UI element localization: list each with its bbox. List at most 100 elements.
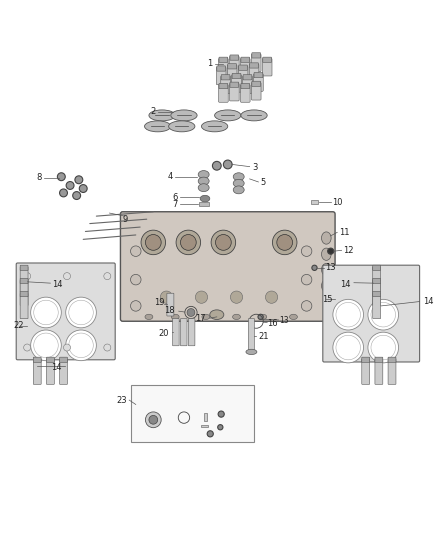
Circle shape bbox=[145, 235, 161, 251]
Circle shape bbox=[131, 301, 141, 311]
FancyBboxPatch shape bbox=[217, 66, 226, 71]
Circle shape bbox=[336, 302, 360, 327]
Circle shape bbox=[258, 314, 263, 319]
FancyBboxPatch shape bbox=[188, 319, 195, 346]
Ellipse shape bbox=[171, 314, 179, 319]
Text: 1: 1 bbox=[207, 59, 212, 68]
Circle shape bbox=[34, 300, 58, 325]
FancyBboxPatch shape bbox=[20, 278, 28, 284]
FancyBboxPatch shape bbox=[232, 74, 241, 78]
FancyBboxPatch shape bbox=[263, 57, 272, 62]
Circle shape bbox=[66, 297, 96, 328]
FancyBboxPatch shape bbox=[252, 81, 261, 86]
FancyBboxPatch shape bbox=[241, 84, 250, 88]
Circle shape bbox=[69, 333, 93, 358]
Circle shape bbox=[336, 335, 360, 360]
FancyBboxPatch shape bbox=[362, 359, 370, 384]
Circle shape bbox=[328, 248, 334, 254]
Circle shape bbox=[104, 344, 111, 351]
FancyBboxPatch shape bbox=[373, 292, 381, 297]
Circle shape bbox=[207, 431, 213, 437]
Ellipse shape bbox=[246, 349, 257, 354]
Ellipse shape bbox=[233, 314, 240, 319]
Ellipse shape bbox=[145, 121, 171, 132]
Ellipse shape bbox=[321, 280, 331, 292]
Ellipse shape bbox=[321, 263, 331, 276]
Circle shape bbox=[131, 274, 141, 285]
Circle shape bbox=[333, 300, 364, 330]
Circle shape bbox=[230, 291, 243, 303]
Text: 7: 7 bbox=[172, 200, 177, 209]
Circle shape bbox=[79, 184, 87, 192]
FancyBboxPatch shape bbox=[373, 265, 381, 270]
Ellipse shape bbox=[169, 121, 195, 132]
Circle shape bbox=[160, 291, 173, 303]
Circle shape bbox=[218, 411, 224, 417]
FancyBboxPatch shape bbox=[240, 85, 250, 102]
Circle shape bbox=[371, 302, 396, 327]
FancyBboxPatch shape bbox=[120, 212, 335, 321]
FancyBboxPatch shape bbox=[46, 359, 54, 384]
FancyBboxPatch shape bbox=[230, 84, 239, 101]
FancyBboxPatch shape bbox=[230, 56, 239, 74]
FancyBboxPatch shape bbox=[251, 83, 261, 100]
Text: 13: 13 bbox=[325, 263, 336, 272]
Bar bbox=[204, 413, 207, 421]
Bar bbox=[311, 200, 318, 204]
Text: 9: 9 bbox=[123, 215, 128, 224]
FancyBboxPatch shape bbox=[219, 57, 228, 62]
FancyBboxPatch shape bbox=[16, 263, 115, 360]
Bar bbox=[201, 425, 208, 427]
Ellipse shape bbox=[233, 173, 244, 181]
Circle shape bbox=[277, 235, 293, 251]
Text: 23: 23 bbox=[117, 395, 127, 405]
Ellipse shape bbox=[210, 310, 224, 319]
Circle shape bbox=[31, 330, 61, 361]
Circle shape bbox=[371, 335, 396, 360]
Text: 8: 8 bbox=[36, 173, 42, 182]
FancyBboxPatch shape bbox=[252, 53, 261, 58]
Ellipse shape bbox=[321, 248, 331, 260]
Circle shape bbox=[66, 182, 74, 189]
FancyBboxPatch shape bbox=[362, 357, 370, 362]
FancyBboxPatch shape bbox=[323, 265, 420, 362]
Text: 14: 14 bbox=[423, 297, 433, 306]
Circle shape bbox=[368, 332, 399, 363]
Ellipse shape bbox=[290, 314, 297, 319]
Text: 21: 21 bbox=[258, 332, 269, 341]
Circle shape bbox=[312, 265, 317, 270]
Circle shape bbox=[149, 415, 158, 424]
Circle shape bbox=[57, 173, 65, 181]
Bar bbox=[199, 202, 209, 206]
FancyBboxPatch shape bbox=[20, 265, 28, 270]
FancyBboxPatch shape bbox=[227, 65, 237, 83]
Text: 20: 20 bbox=[158, 328, 169, 337]
FancyBboxPatch shape bbox=[33, 359, 41, 384]
Ellipse shape bbox=[198, 171, 209, 179]
FancyBboxPatch shape bbox=[250, 63, 258, 68]
Circle shape bbox=[211, 230, 236, 255]
Circle shape bbox=[265, 291, 278, 303]
Ellipse shape bbox=[198, 177, 209, 185]
Ellipse shape bbox=[233, 179, 244, 187]
Ellipse shape bbox=[171, 110, 197, 121]
FancyBboxPatch shape bbox=[167, 293, 174, 316]
Circle shape bbox=[212, 161, 221, 170]
Text: 4: 4 bbox=[168, 172, 173, 181]
FancyBboxPatch shape bbox=[251, 54, 261, 71]
Circle shape bbox=[34, 333, 58, 358]
Circle shape bbox=[301, 301, 312, 311]
Circle shape bbox=[24, 344, 31, 351]
Bar bbox=[131, 385, 254, 442]
Text: 12: 12 bbox=[343, 246, 353, 255]
FancyBboxPatch shape bbox=[388, 357, 396, 362]
FancyBboxPatch shape bbox=[243, 76, 252, 93]
Text: 16: 16 bbox=[267, 319, 278, 328]
FancyBboxPatch shape bbox=[219, 59, 228, 76]
Circle shape bbox=[180, 235, 196, 251]
FancyBboxPatch shape bbox=[20, 292, 28, 297]
Ellipse shape bbox=[259, 314, 267, 319]
FancyBboxPatch shape bbox=[262, 59, 272, 76]
FancyBboxPatch shape bbox=[375, 357, 383, 362]
FancyBboxPatch shape bbox=[239, 65, 247, 70]
